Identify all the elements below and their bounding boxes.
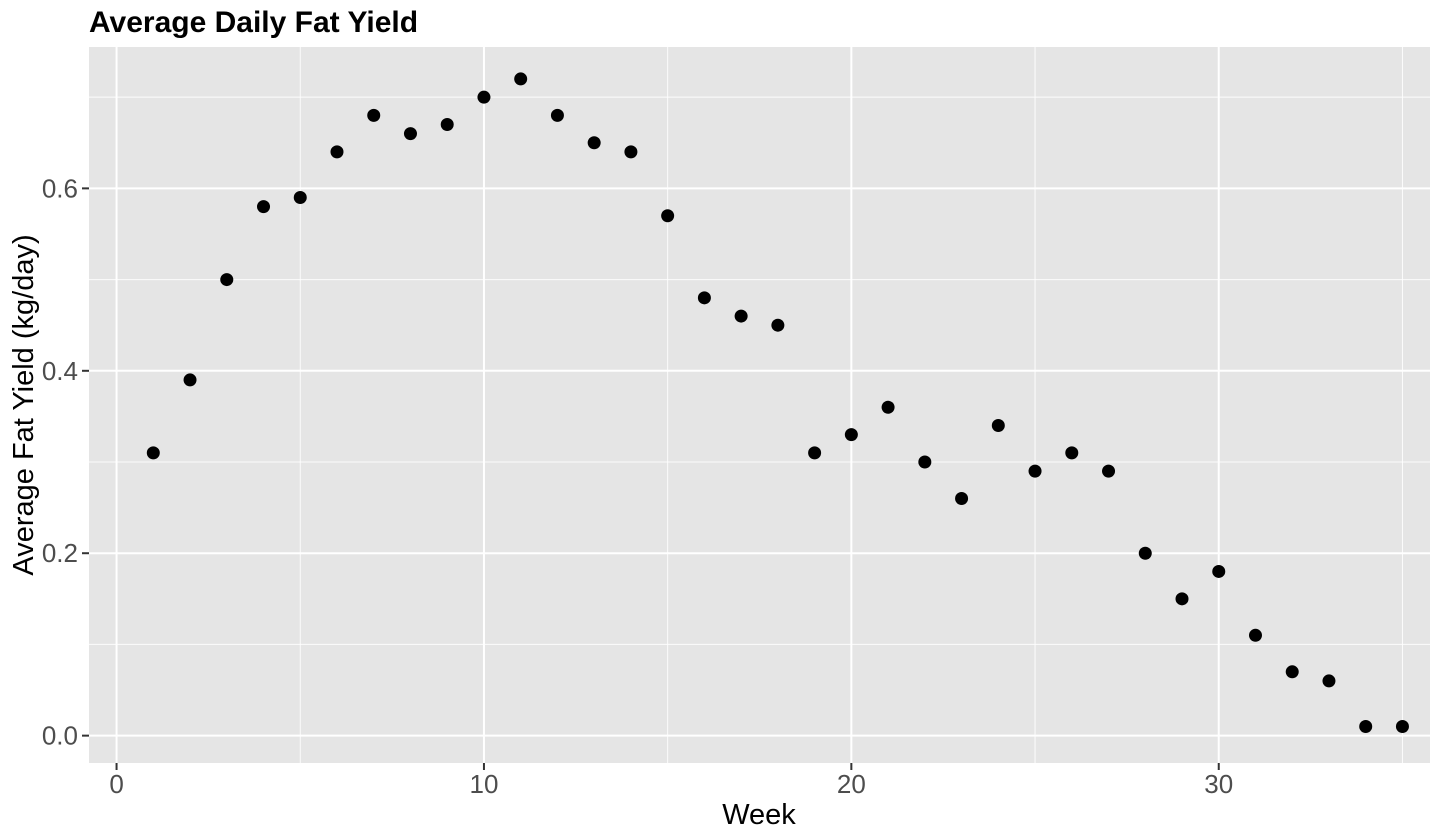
data-point — [697, 291, 711, 305]
data-point — [587, 136, 601, 150]
plot-panel — [89, 47, 1430, 763]
data-point — [257, 200, 271, 214]
x-tick-label: 20 — [837, 769, 866, 799]
data-point — [1395, 720, 1409, 734]
data-points — [146, 72, 1409, 734]
data-point — [367, 108, 381, 122]
data-point — [183, 373, 197, 387]
data-point — [440, 118, 454, 132]
data-point — [1248, 628, 1262, 642]
data-point — [918, 455, 932, 469]
data-point — [330, 145, 344, 159]
data-point — [1102, 464, 1116, 478]
data-point — [514, 72, 528, 86]
data-point — [220, 273, 234, 287]
data-point — [1285, 665, 1299, 679]
data-point — [844, 428, 858, 442]
y-tick-label: 0.4 — [42, 356, 78, 386]
y-tick-label: 0.2 — [42, 538, 78, 568]
data-point — [293, 190, 307, 204]
x-tick-label: 10 — [469, 769, 498, 799]
data-point — [771, 318, 785, 332]
data-point — [1138, 546, 1152, 560]
data-point — [624, 145, 638, 159]
x-tick-label: 30 — [1204, 769, 1233, 799]
data-point — [403, 127, 417, 141]
x-axis: 0 10 20 30 — [109, 763, 1233, 799]
chart-title: Average Daily Fat Yield — [89, 6, 418, 39]
minor-gridlines — [89, 47, 1430, 763]
data-point — [477, 90, 491, 104]
y-axis: 0.0 0.2 0.4 0.6 — [42, 173, 89, 751]
data-point — [550, 108, 564, 122]
y-tick-label: 0.0 — [42, 721, 78, 751]
data-point — [1359, 720, 1373, 734]
data-point — [955, 491, 969, 505]
data-point — [661, 209, 675, 223]
data-point — [1028, 464, 1042, 478]
data-point — [734, 309, 748, 323]
data-point — [1065, 446, 1079, 460]
y-axis-title: Average Fat Yield (kg/day) — [8, 234, 40, 575]
data-point — [1175, 592, 1189, 606]
y-tick-label: 0.6 — [42, 173, 78, 203]
data-point — [991, 419, 1005, 433]
data-point — [1212, 564, 1226, 578]
data-point — [881, 400, 895, 414]
data-point — [146, 446, 160, 460]
x-tick-label: 0 — [109, 769, 123, 799]
x-axis-title: Week — [722, 799, 796, 831]
data-point — [1322, 674, 1336, 688]
data-point — [808, 446, 822, 460]
major-gridlines — [89, 47, 1430, 763]
